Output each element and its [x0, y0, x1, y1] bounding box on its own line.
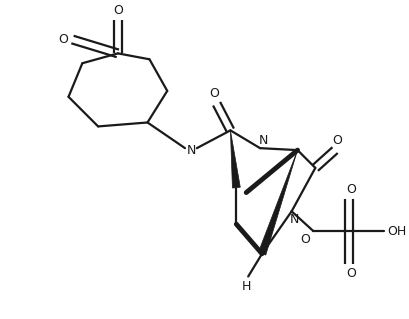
- Text: O: O: [210, 87, 220, 100]
- Polygon shape: [230, 130, 240, 188]
- Text: O: O: [346, 267, 356, 280]
- Text: O: O: [346, 183, 356, 196]
- Text: O: O: [301, 234, 310, 247]
- Text: O: O: [113, 4, 123, 18]
- Text: N: N: [258, 134, 268, 147]
- Text: N: N: [290, 213, 299, 226]
- Polygon shape: [258, 150, 298, 255]
- Text: O: O: [58, 33, 69, 46]
- Text: N: N: [186, 144, 196, 157]
- Text: H: H: [242, 280, 251, 293]
- Text: O: O: [332, 134, 342, 147]
- Text: OH: OH: [388, 225, 407, 238]
